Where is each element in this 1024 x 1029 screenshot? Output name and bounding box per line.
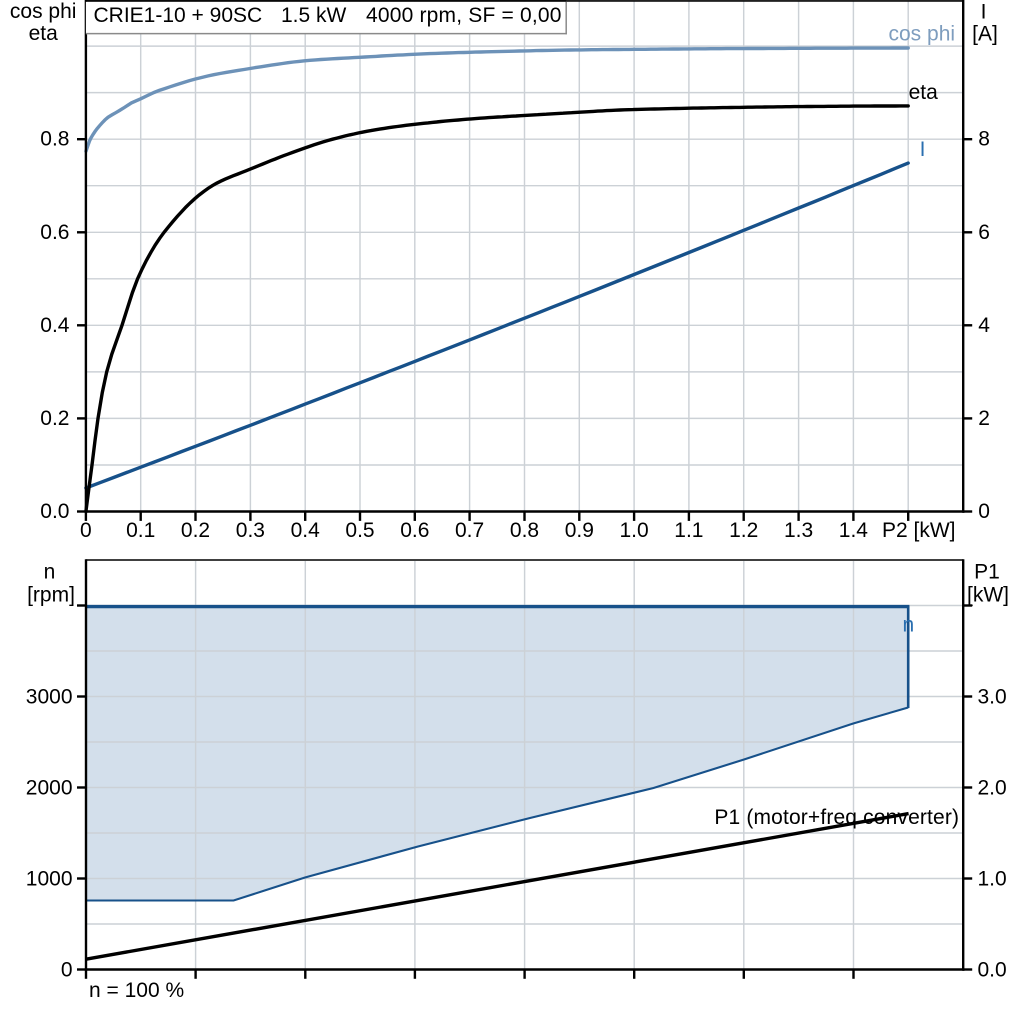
svg-text:P1 (motor+freq converter): P1 (motor+freq converter): [714, 806, 959, 829]
svg-text:eta: eta: [909, 81, 939, 104]
svg-text:3.0: 3.0: [978, 686, 1007, 709]
svg-text:P2 [kW]: P2 [kW]: [882, 519, 956, 542]
svg-text:cos phi: cos phi: [889, 23, 956, 46]
svg-text:0.9: 0.9: [565, 519, 594, 542]
svg-text:3000: 3000: [26, 686, 73, 709]
svg-text:0.6: 0.6: [40, 221, 69, 244]
svg-text:0.1: 0.1: [126, 519, 155, 542]
svg-text:0: 0: [61, 959, 73, 982]
svg-text:2000: 2000: [26, 777, 73, 800]
svg-text:0.0: 0.0: [978, 959, 1007, 982]
svg-text:0.5: 0.5: [345, 519, 374, 542]
svg-text:1.0: 1.0: [619, 519, 648, 542]
svg-text:I: I: [920, 138, 926, 161]
svg-text:0.8: 0.8: [40, 128, 69, 151]
svg-text:0.6: 0.6: [400, 519, 429, 542]
svg-text:1.4: 1.4: [839, 519, 869, 542]
svg-text:cos phi: cos phi: [10, 0, 77, 23]
svg-text:n = 100 %: n = 100 %: [89, 979, 184, 1002]
svg-text:0.7: 0.7: [455, 519, 484, 542]
svg-text:4: 4: [978, 314, 990, 337]
svg-text:1.3: 1.3: [784, 519, 813, 542]
svg-text:2.0: 2.0: [978, 777, 1007, 800]
svg-text:1.5 kW: 1.5 kW: [281, 4, 347, 27]
svg-text:CRIE1-10 + 90SC: CRIE1-10 + 90SC: [94, 4, 263, 27]
svg-text:[rpm]: [rpm]: [27, 584, 75, 607]
svg-text:0.0: 0.0: [40, 500, 69, 523]
svg-text:P1: P1: [974, 561, 1000, 584]
svg-text:6: 6: [978, 221, 990, 244]
svg-text:I: I: [981, 0, 987, 23]
svg-text:1000: 1000: [26, 868, 73, 891]
svg-text:1.1: 1.1: [674, 519, 703, 542]
svg-text:0.2: 0.2: [181, 519, 210, 542]
svg-text:[A]: [A]: [972, 22, 998, 45]
svg-text:0.4: 0.4: [291, 519, 321, 542]
svg-text:0.4: 0.4: [40, 314, 70, 337]
svg-text:eta: eta: [29, 22, 59, 45]
svg-text:4000 rpm, SF = 0,00: 4000 rpm, SF = 0,00: [366, 4, 562, 27]
svg-text:0.3: 0.3: [236, 519, 265, 542]
svg-text:0: 0: [978, 500, 990, 523]
svg-text:1.2: 1.2: [729, 519, 758, 542]
svg-text:0: 0: [80, 519, 92, 542]
svg-text:[kW]: [kW]: [967, 584, 1009, 607]
svg-text:n: n: [903, 613, 915, 636]
svg-text:0.8: 0.8: [510, 519, 539, 542]
svg-text:8: 8: [978, 128, 990, 151]
svg-text:1.0: 1.0: [978, 868, 1007, 891]
svg-text:2: 2: [978, 407, 990, 430]
svg-text:n: n: [44, 561, 56, 584]
svg-text:0.2: 0.2: [40, 407, 69, 430]
